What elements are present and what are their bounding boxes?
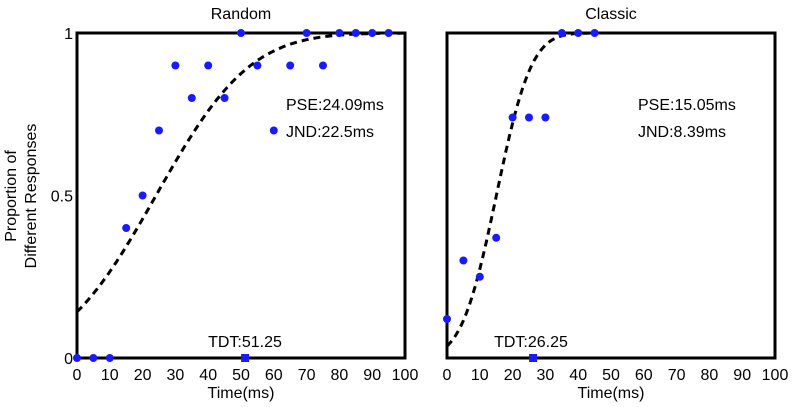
fit-curve	[77, 33, 405, 313]
panel-title: Classic	[585, 6, 637, 23]
tdt-annotation: TDT:26.25	[494, 334, 568, 351]
x-ticks: 0 10 20 30 40 50 60 70 80 90 100	[443, 367, 789, 384]
tdt-annotation: TDT:51.25	[208, 334, 282, 351]
pse-annotation: PSE:15.05ms	[638, 97, 736, 114]
x-tick-label: 100	[392, 367, 419, 384]
x-tick-label: 40	[569, 367, 587, 384]
panel-classic: Classic 0 10 20 30 40 50 60 70 80 90 100 PSE:15.05…	[443, 6, 789, 402]
x-axis-label: Time(ms)	[578, 385, 645, 402]
x-tick-label: 50	[602, 367, 620, 384]
pse-annotation: PSE:24.09ms	[286, 97, 384, 114]
data-point	[525, 113, 533, 122]
x-tick-label: 100	[762, 367, 789, 384]
data-point	[319, 61, 327, 70]
x-tick-label: 30	[537, 367, 555, 384]
x-tick-label: 90	[733, 367, 751, 384]
data-point	[138, 191, 147, 200]
data-point	[368, 29, 377, 37]
x-tick-label: 70	[298, 367, 316, 384]
panel-random: Random 0 10 20 30 40 50 60 70 80 90 100 00.51 PSE:…	[51, 6, 419, 402]
jnd-annotation: JND:8.39ms	[638, 124, 726, 141]
x-tick-label: 80	[701, 367, 719, 384]
panel-title: Random	[211, 6, 271, 23]
x-tick-label: 10	[471, 367, 489, 384]
plot-frame	[75, 31, 407, 360]
data-point	[286, 61, 295, 70]
jnd-annotation: JND:22.5ms	[286, 124, 374, 141]
x-axis-label: Time(ms)	[208, 385, 275, 402]
x-tick-label: 40	[199, 367, 217, 384]
data-point	[351, 29, 360, 37]
data-point	[155, 126, 163, 135]
x-ticks: 0 10 20 30 40 50 60 70 80 90 100	[73, 367, 419, 384]
fit-layer	[447, 33, 775, 348]
y-tick-label: 1	[64, 26, 73, 43]
x-tick-label: 70	[668, 367, 686, 384]
x-tick-label: 30	[167, 367, 185, 384]
data-point	[590, 29, 599, 37]
data-point	[122, 224, 131, 232]
points-layer	[73, 29, 393, 362]
x-tick-label: 10	[101, 367, 119, 384]
x-tick-label: 20	[134, 367, 152, 384]
data-point	[557, 29, 566, 37]
tdt-marker	[529, 354, 538, 362]
y-axis-label-line2: Different Responses	[23, 124, 40, 269]
data-point	[541, 113, 550, 122]
data-point	[459, 256, 468, 265]
x-tick-label: 50	[232, 367, 250, 384]
data-point	[492, 233, 501, 242]
y-axis-label-line1: Proportion of	[3, 150, 20, 242]
data-point	[187, 94, 196, 102]
data-point	[220, 94, 229, 102]
data-point	[89, 354, 98, 362]
data-point	[574, 29, 583, 37]
x-tick-label: 0	[443, 367, 452, 384]
x-tick-label: 60	[265, 367, 283, 384]
y-ticks: 00.51	[51, 26, 73, 368]
x-tick-label: 20	[504, 367, 522, 384]
tdt-marker	[241, 354, 250, 362]
data-point	[443, 315, 451, 323]
data-point	[105, 354, 114, 362]
points-layer	[443, 29, 599, 362]
data-point	[171, 61, 180, 70]
x-tick-label: 80	[331, 367, 349, 384]
data-point	[253, 61, 262, 70]
y-tick-label: 0.5	[51, 189, 73, 206]
data-point	[335, 29, 344, 37]
data-point	[475, 272, 484, 281]
data-point	[269, 126, 278, 135]
y-tick-label: 0	[64, 351, 73, 368]
data-point	[384, 29, 393, 37]
data-point	[204, 61, 213, 70]
fit-curve	[447, 33, 775, 348]
data-point	[302, 29, 311, 37]
x-tick-label: 90	[363, 367, 381, 384]
data-point	[73, 354, 81, 362]
data-point	[508, 113, 517, 122]
x-tick-label: 60	[635, 367, 653, 384]
x-tick-label: 0	[73, 367, 82, 384]
data-point	[237, 29, 245, 37]
fit-layer	[77, 33, 405, 313]
